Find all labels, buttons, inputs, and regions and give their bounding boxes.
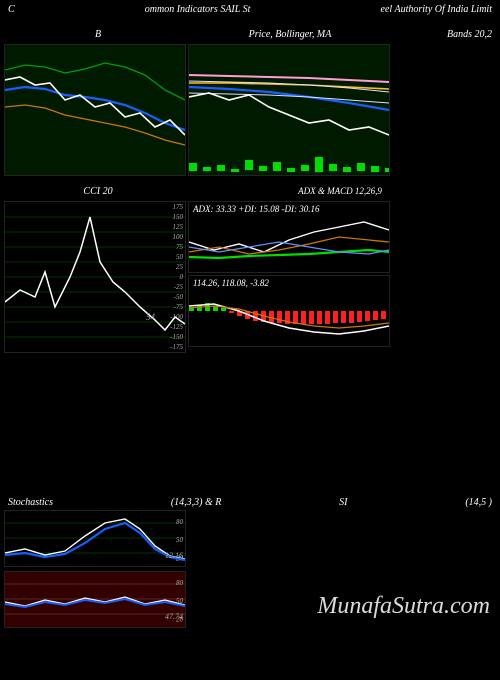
svg-text:50: 50 [176,536,184,544]
row2-titles: CCI 20 ADX & MACD 12,26,9 [0,182,500,201]
stoch-label-1: Stochastics [8,497,53,508]
svg-text:125: 125 [173,223,184,231]
adx-values: ADX: 33.33 +DI: 15.08 -DI: 30.16 [193,204,320,214]
svg-text:75: 75 [176,243,184,251]
row1-titles: B Price, Bollinger, MA Bands 20,2 [0,25,500,44]
title-b: B [8,29,188,40]
svg-text:175: 175 [173,203,184,211]
svg-text:-75: -75 [174,303,184,311]
panel-stochastic-1: 80502012.16 [4,510,186,567]
svg-text:54: 54 [146,312,156,322]
svg-text:100: 100 [173,233,184,241]
header-right: eel Authority Of India Limit [381,4,492,15]
svg-text:-150: -150 [170,333,183,341]
svg-text:0: 0 [180,273,184,281]
svg-text:12.16: 12.16 [165,551,183,560]
title-adx-macd: ADX & MACD 12,26,9 [240,186,440,197]
svg-text:25: 25 [176,263,184,271]
panel-stochastic-2: 80502047.74 [4,571,186,628]
title-cci: CCI 20 [8,186,188,197]
row-price [0,44,500,178]
stoch-label-4: (14,5 ) [465,497,492,508]
watermark: MunafaSutra.com [317,593,490,620]
title-price-ma: Price, Bollinger, MA [190,29,390,40]
panel-bollinger-left [4,44,186,176]
panel-macd: 114.26, 118.08, -3.82 [188,275,390,347]
svg-text:150: 150 [173,213,184,221]
svg-text:-125: -125 [170,323,183,331]
macd-values: 114.26, 118.08, -3.82 [193,278,269,288]
stoch-panels: 80502012.16 80502047.74 [0,510,190,630]
stoch-label-2: (14,3,3) & R [171,497,222,508]
panel-adx: ADX: 33.33 +DI: 15.08 -DI: 30.16 [188,201,390,273]
svg-text:-50: -50 [174,293,184,301]
svg-text:-25: -25 [174,283,184,291]
title-bands: Bands 20,2 [392,29,492,40]
svg-text:80: 80 [176,579,184,587]
svg-text:47.74: 47.74 [165,612,183,621]
stoch-header: Stochastics (14,3,3) & R SI (14,5 ) [0,495,500,510]
header-center: ommon Indicators SAIL St [145,4,251,15]
stoch-label-3: SI [339,497,347,508]
row-indicators: 1751501251007550250-25-50-75-100-125-150… [0,201,500,355]
panel-price-ma [188,44,390,176]
page-header: C ommon Indicators SAIL St eel Authority… [0,0,500,19]
panel-cci: 1751501251007550250-25-50-75-100-125-150… [4,201,186,353]
header-left: C [8,4,15,15]
svg-text:80: 80 [176,518,184,526]
svg-text:50: 50 [176,253,184,261]
svg-text:-175: -175 [170,343,183,351]
